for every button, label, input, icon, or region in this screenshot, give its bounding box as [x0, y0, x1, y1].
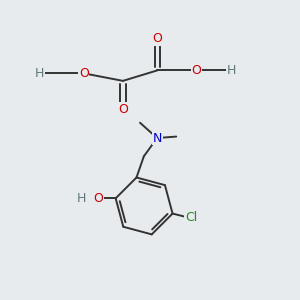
- Text: O: O: [192, 64, 202, 77]
- Text: Cl: Cl: [185, 211, 197, 224]
- Text: H: H: [35, 67, 44, 80]
- Text: O: O: [79, 67, 89, 80]
- Text: N: N: [152, 131, 162, 145]
- Text: O: O: [93, 192, 103, 205]
- Text: H: H: [226, 64, 236, 77]
- Text: H: H: [77, 192, 86, 205]
- Text: O: O: [152, 32, 162, 45]
- Text: O: O: [118, 103, 128, 116]
